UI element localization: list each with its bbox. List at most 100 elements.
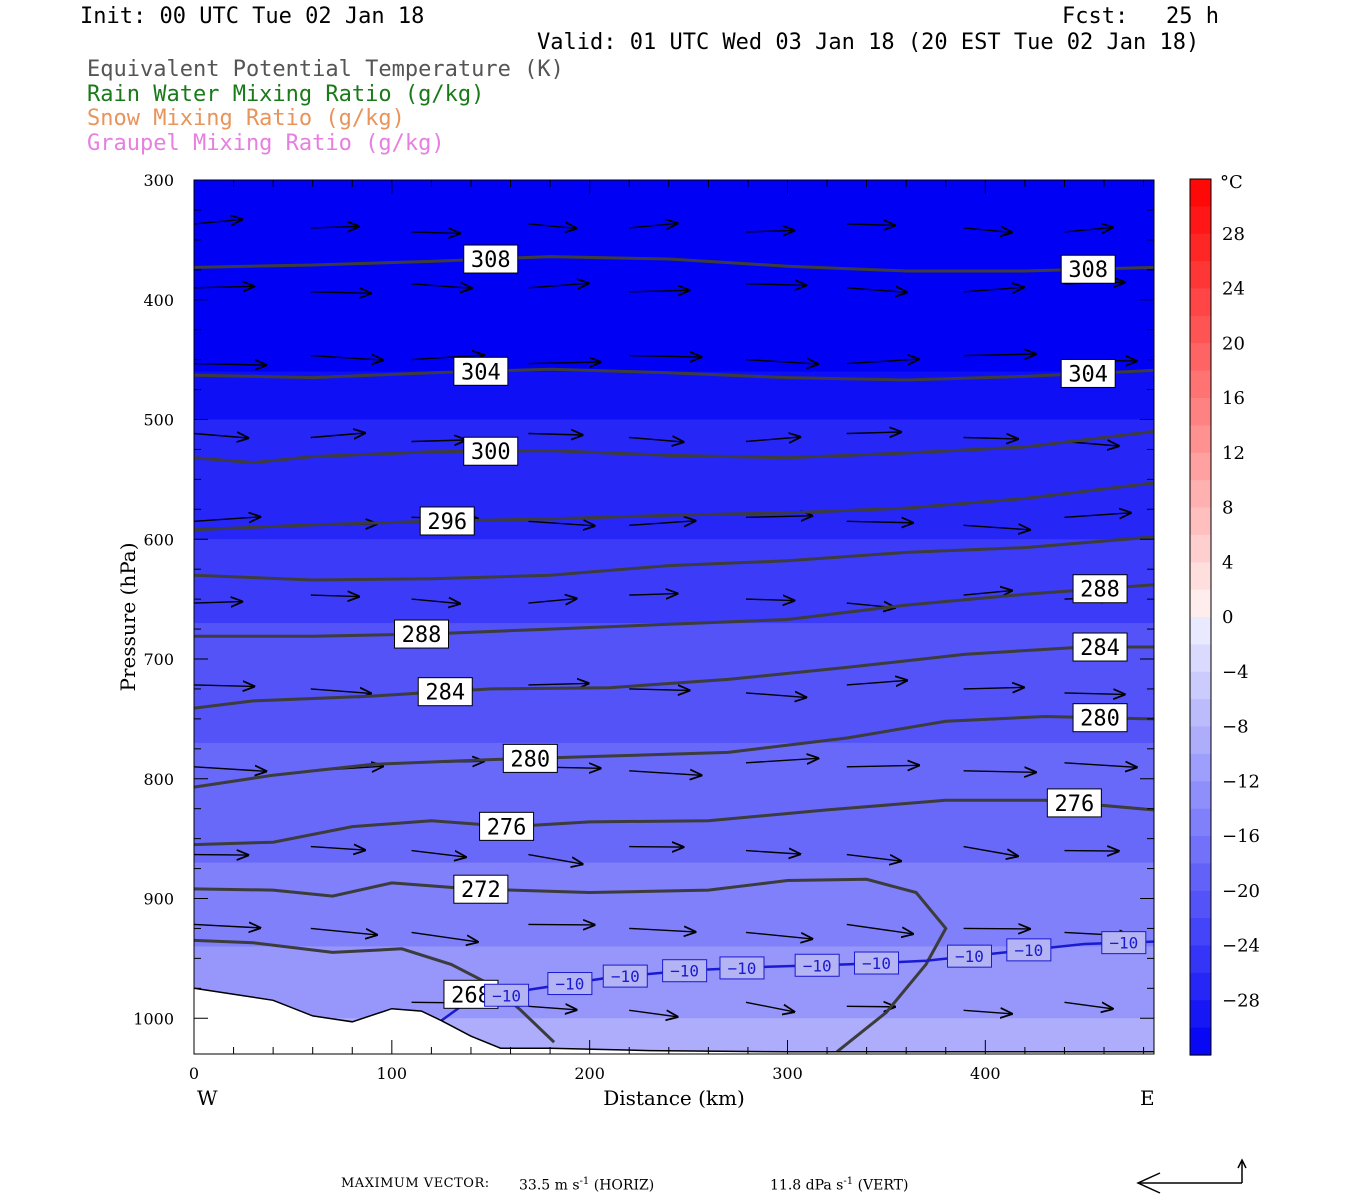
temperature-band [194,467,1154,481]
wind-vector [310,689,371,694]
colorbar-bin [1190,863,1211,892]
y-tick-label: 900 [143,890,174,909]
horiz-exponent: -1 [579,1176,590,1187]
field-legend-theta-e: Equivalent Potential Temperature (K) [87,57,564,82]
temperature-band [194,599,1154,613]
colorbar-label: −28 [1222,990,1260,1011]
wind-vector [846,224,895,226]
colorbar-label: −20 [1222,881,1260,902]
colorbar-label: 8 [1222,498,1233,519]
temperature-band [194,180,1154,193]
temperature-band [194,898,1154,912]
wind-vector [310,356,383,361]
isotherm-label: −10 [728,959,757,978]
colorbar-bin [1190,343,1211,372]
temperature-band [194,718,1154,732]
wind-vector [629,223,677,228]
wind-vector [745,931,812,939]
wind-vector [846,765,919,767]
init-time: Init: 00 UTC Tue 02 Jan 18 [80,4,425,29]
theta-e-label-box [453,356,509,386]
y-tick-label: 800 [143,770,174,789]
wind-vector [745,284,806,286]
colorbar-bin [1190,918,1211,947]
colorbar-label: 4 [1222,552,1233,573]
y-tick-label: 1000 [133,1009,174,1028]
temperature-band [194,431,1154,445]
temperature-band [194,539,1154,553]
x-tick-label: 200 [574,1064,605,1083]
theta-e-label-box [1072,574,1128,604]
theta-e-line [194,430,1154,465]
wind-vector [528,924,594,925]
wind-vector [194,767,266,772]
wind-vector [846,923,913,934]
colorbar-bin [1190,753,1211,782]
colorbar-bin [1190,589,1211,618]
temperature-band [194,874,1154,888]
colorbar-label: −24 [1222,936,1260,957]
wind-vector [846,521,913,523]
theta-e-line [194,255,1154,273]
temperature-band [194,910,1154,924]
temperature-band [194,563,1154,577]
wind-vector [411,355,484,360]
colorbar-unit: °C [1220,172,1243,193]
theta-e-label: 308 [471,248,511,273]
wind-vector [846,288,907,293]
temperature-band [194,706,1154,720]
theta-e-line [194,645,1154,710]
wind-vector [629,438,683,443]
colorbar-bin [1190,398,1211,426]
wind-vector [310,226,359,228]
temperature-band [194,730,1154,744]
temperature-band [194,491,1154,505]
wind-vector [745,230,794,232]
temperature-band [194,778,1154,792]
colorbar-label: −12 [1222,771,1260,792]
isotherm-label-box [547,972,593,996]
wind-vector [963,525,1030,530]
contour-labels: 308 308 304 304 300 296 288 288 284 284 280 280 276 2… [394,244,1147,1009]
y-tick-label: 600 [143,530,174,549]
isotherm-label: −10 [1014,941,1043,960]
wind-vector [963,845,1018,857]
axes: 300 400 500 600 700 800 900 1000 0 100 200 300 400 [133,171,1154,1083]
temperature-band [194,479,1154,493]
colorbar-bin [1190,261,1211,290]
temperature-shading [194,180,1154,1054]
wind-vector [629,928,695,932]
temperature-band [194,611,1154,625]
theta-e-line [194,481,1154,532]
theta-e-label-box [1060,254,1116,284]
temperature-band [194,647,1154,660]
wind-vector [194,602,242,604]
wind-vector [846,359,919,364]
isotherm-label-box [1101,931,1147,955]
max-vector-horiz: 33.5 m s-1 (HORIZ) [519,1176,654,1194]
theta-e-label: 280 [510,747,550,772]
isotherm-label: −10 [955,947,984,966]
temperature-band [194,407,1154,421]
wind-vector [963,687,1024,689]
colorbar-label: 16 [1222,388,1245,409]
colorbar-bin [1190,1027,1211,1056]
temperature-band [194,311,1154,325]
wind-vector [194,219,242,224]
wind-vector [629,847,683,848]
forecast-label: Fcst: [1062,4,1129,29]
wind-vector [1064,227,1113,232]
temperature-band [194,299,1154,313]
colorbar-bin [1190,233,1211,262]
temperature-band [194,419,1154,433]
isotherm-label-box [602,964,648,988]
wind-vector [629,290,689,292]
temperature-band [194,1006,1154,1020]
x-tick-label: 100 [377,1064,408,1083]
temperature-band [194,886,1154,900]
theta-e-label: 276 [487,815,527,840]
isotherm-label-box [946,944,992,968]
wind-vector [629,1010,677,1017]
temperature-band [194,275,1154,289]
